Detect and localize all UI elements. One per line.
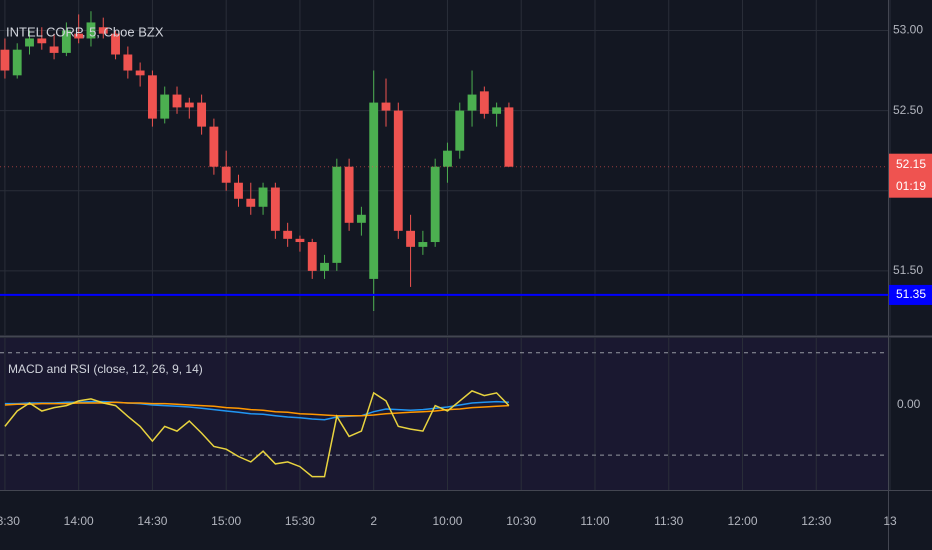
- candle-body: [197, 102, 207, 127]
- candle-body: [320, 262, 329, 271]
- candle-body: [172, 94, 182, 108]
- candle-body: [307, 242, 317, 271]
- x-tick-label: 13: [883, 514, 897, 528]
- y-tick-label: 51.50: [893, 263, 923, 277]
- candle-body: [221, 166, 231, 183]
- hline-label: 51.35: [896, 287, 926, 301]
- candle-body: [270, 187, 280, 231]
- y-tick-label: 0.00: [897, 397, 921, 411]
- candle-body: [86, 22, 96, 39]
- x-tick-label: 12:00: [727, 514, 757, 528]
- x-tick-label: 12:30: [801, 514, 831, 528]
- candle-body: [418, 242, 428, 247]
- candle-body: [61, 30, 71, 53]
- candle-body: [135, 70, 145, 76]
- candle-body: [356, 214, 366, 223]
- candle-body: [184, 102, 194, 108]
- x-tick-label: 11:00: [580, 514, 609, 528]
- candle-body: [98, 27, 108, 34]
- chart-title: INTEL CORP, 5, Cboe BZX: [6, 24, 164, 39]
- candle-body: [37, 38, 47, 44]
- candle-body: [209, 126, 219, 167]
- candle-body: [258, 187, 268, 207]
- candle-body: [332, 166, 342, 263]
- indicator-line: [4, 390, 510, 478]
- candle-body: [467, 94, 477, 111]
- candle-body: [49, 46, 59, 53]
- y-tick-label: 53.00: [893, 23, 923, 37]
- candle-body: [25, 38, 34, 47]
- candle-body: [430, 166, 440, 243]
- candle-body: [12, 49, 22, 76]
- candle-body: [123, 54, 133, 71]
- candle-body: [369, 102, 379, 279]
- x-tick-label: 10:00: [432, 514, 462, 528]
- indicator-line: [4, 401, 509, 417]
- candle-body: [160, 94, 170, 119]
- y-tick-label: 52.50: [893, 103, 923, 117]
- indicator-background: [0, 338, 888, 490]
- x-tick-label: 15:30: [285, 514, 315, 528]
- x-tick-label: 14:30: [137, 514, 167, 528]
- countdown-label: 01:19: [896, 179, 926, 193]
- candle-body: [479, 91, 489, 114]
- candle-body: [234, 182, 243, 199]
- candle-body: [344, 166, 354, 223]
- plot: [0, 0, 891, 490]
- candle-body: [406, 230, 416, 247]
- last-price-label: 52.15: [896, 157, 926, 171]
- candle-body: [504, 107, 514, 167]
- hline-label-box: [889, 284, 932, 305]
- x-tick-label: 10:30: [506, 514, 536, 528]
- candle-body: [381, 102, 391, 111]
- candle-body: [74, 33, 84, 39]
- x-tick-label: 15:00: [211, 514, 241, 528]
- candle-body: [492, 107, 502, 114]
- x-tick-label: 13:30: [0, 514, 20, 528]
- candle-body: [246, 198, 256, 207]
- candle-body: [443, 150, 452, 167]
- x-tick-label: 14:00: [64, 514, 94, 528]
- last-price-box: [889, 153, 932, 198]
- candle-body: [295, 238, 305, 243]
- candle-body: [148, 75, 157, 119]
- indicator-title: MACD and RSI (close, 12, 26, 9, 14): [8, 362, 203, 376]
- candle-body: [455, 110, 465, 151]
- indicator-line: [4, 400, 509, 421]
- x-tick-label: 2: [370, 514, 377, 528]
- candle-body: [393, 110, 403, 231]
- candle-body: [283, 230, 293, 239]
- x-tick-label: 11:30: [654, 514, 683, 528]
- candle-body: [0, 49, 10, 71]
- candle-body: [111, 33, 120, 55]
